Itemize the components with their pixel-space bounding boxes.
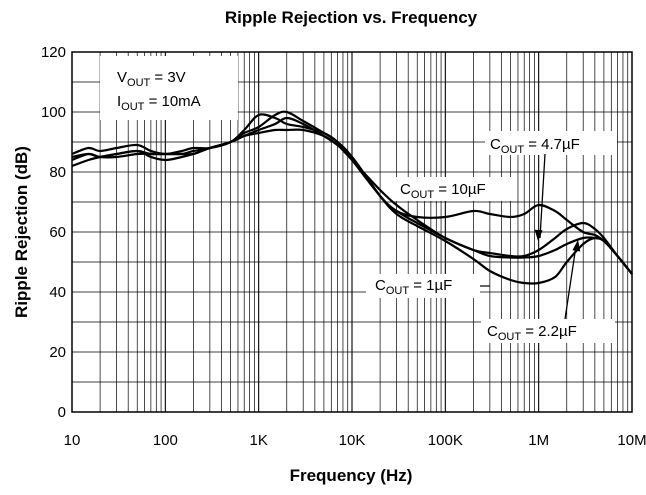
- leader-line: [564, 245, 577, 320]
- y-tick-labels: 0 20 40 60 80 100 120: [41, 44, 66, 421]
- y-tick-label: 40: [49, 284, 66, 301]
- x-tick-label: 100: [153, 432, 178, 449]
- x-tick-labels: 10 100 1K 10K 100K 1M 10M: [64, 432, 646, 449]
- series-label-2: COUT = 2.2µF: [487, 323, 577, 343]
- leader-arrowhead: [534, 229, 543, 241]
- series-line-4: [71, 113, 633, 275]
- series-label-backing: [366, 274, 480, 298]
- leader-line: [539, 153, 546, 239]
- series-label-3: COUT = 4.7µF: [490, 136, 580, 156]
- plot-frame: [71, 51, 633, 413]
- x-tick-label: 1M: [528, 432, 549, 449]
- y-axis-label: Ripple Rejection (dB): [12, 146, 31, 318]
- x-tick-label: 1K: [249, 432, 267, 449]
- series-label-backing: [485, 131, 617, 155]
- y-tick-label: 60: [49, 224, 66, 241]
- iout-condition: IOUT = 10mA: [117, 93, 201, 113]
- y-tick-label: 120: [41, 44, 66, 61]
- y-tick-label: 0: [58, 404, 66, 421]
- series-label-backing: [481, 319, 615, 343]
- vout-condition: VOUT = 3V: [117, 69, 186, 89]
- x-tick-label: 10M: [617, 432, 646, 449]
- leader-arrowhead: [572, 240, 581, 252]
- chart-title: Ripple Rejection vs. Frequency: [225, 8, 478, 27]
- y-tick-label: 80: [49, 164, 66, 181]
- series-label-1: COUT = 1µF: [375, 277, 452, 297]
- x-tick-label: 100K: [428, 432, 463, 449]
- x-tick-label: 10K: [339, 432, 366, 449]
- annotations: VOUT = 3V IOUT = 10mA COUT = 4.7µF COUT = 1…: [100, 56, 617, 343]
- x-axis-label: Frequency (Hz): [290, 466, 413, 485]
- x-tick-label: 10: [64, 432, 81, 449]
- series-label-4: COUT = 10µF: [400, 181, 486, 201]
- series-line-2: [71, 116, 633, 285]
- y-tick-label: 20: [49, 344, 66, 361]
- series-label-backing: [394, 177, 516, 201]
- series-lines: [71, 110, 633, 285]
- conditions-box: [100, 56, 238, 120]
- y-tick-label: 100: [41, 104, 66, 121]
